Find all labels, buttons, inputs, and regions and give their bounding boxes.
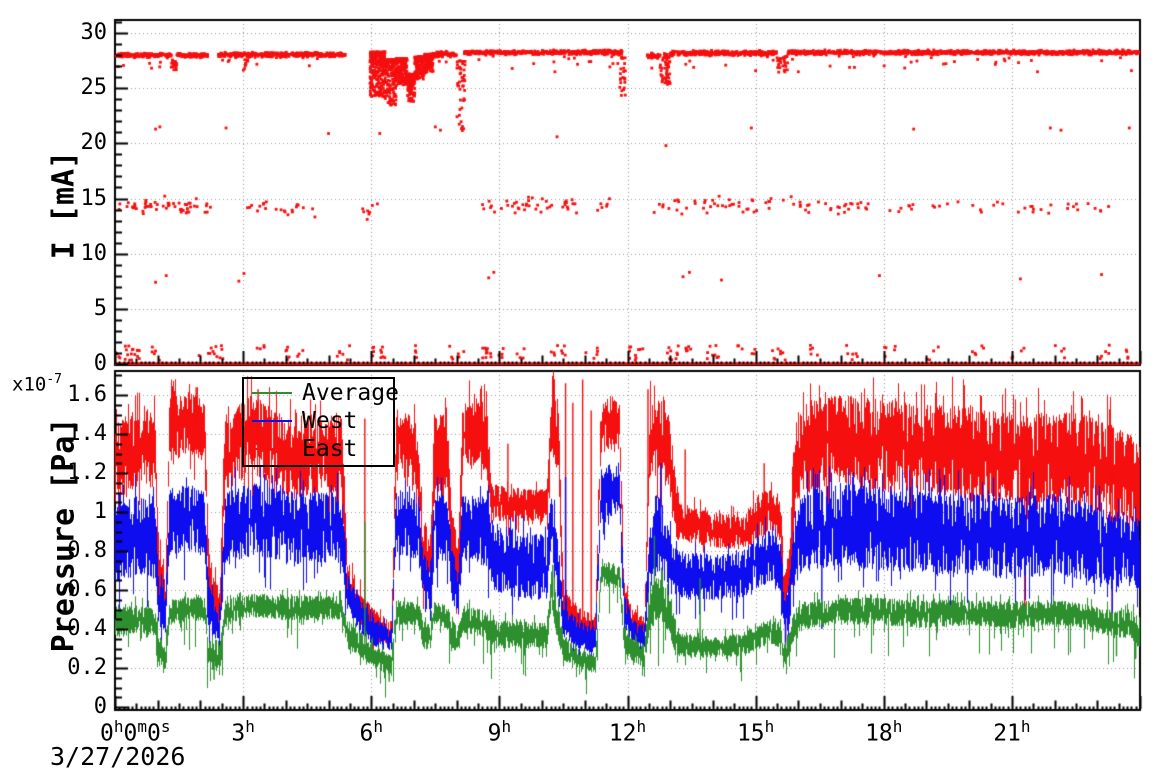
bottom-y-tick-label: 1 <box>93 499 107 524</box>
bottom-y-tick-label: 1.2 <box>67 460 107 485</box>
bottom-y-tick-label: 0.4 <box>67 616 107 641</box>
legend-line-east <box>252 448 292 450</box>
x-axis-tick-label: 6h <box>359 717 384 747</box>
top-y-tick-label: 30 <box>80 20 108 46</box>
x-axis-tick-label: 3h <box>231 717 255 747</box>
legend-item-west: West <box>244 407 393 435</box>
legend-label-east: East <box>302 436 358 462</box>
date-label: 3/27/2026 <box>50 742 186 771</box>
bottom-y-tick-label: 0.8 <box>67 538 107 563</box>
x-axis-tick-label: 12h <box>608 717 647 747</box>
y-scale-exponent-label: x10-7 <box>12 372 62 395</box>
top-y-tick-label: 5 <box>93 295 107 321</box>
x-axis-tick-label: 18h <box>865 717 903 747</box>
bottom-y-tick-label: 0 <box>93 694 107 719</box>
legend-line-west <box>252 420 292 422</box>
x-axis-tick-label: 15h <box>736 717 775 747</box>
legend: Average West East <box>242 377 399 467</box>
exponent-power: -7 <box>46 372 62 387</box>
legend-label-average: Average <box>302 380 399 406</box>
top-y-tick-label: 0 <box>93 350 107 376</box>
bottom-y-tick-label: 1.6 <box>67 382 107 407</box>
legend-line-average <box>252 392 292 394</box>
legend-label-west: West <box>302 408 358 434</box>
x-axis-tick-label: 9h <box>487 717 512 747</box>
top-y-tick-label: 15 <box>80 185 108 211</box>
legend-item-average: Average <box>244 379 399 407</box>
x-axis-tick-label: 21h <box>993 717 1031 747</box>
top-y-tick-label: 25 <box>80 75 108 101</box>
exponent-base: x10 <box>12 373 47 396</box>
bottom-y-tick-label: 1.4 <box>67 421 107 446</box>
top-y-tick-label: 10 <box>80 240 108 266</box>
bottom-y-tick-label: 0.2 <box>67 655 107 680</box>
x-axis-tick-label: 0h0m0s <box>100 717 171 747</box>
bottom-y-tick-label: 0.6 <box>67 577 107 602</box>
top-y-tick-label: 20 <box>80 130 108 156</box>
legend-item-east: East <box>244 435 393 463</box>
